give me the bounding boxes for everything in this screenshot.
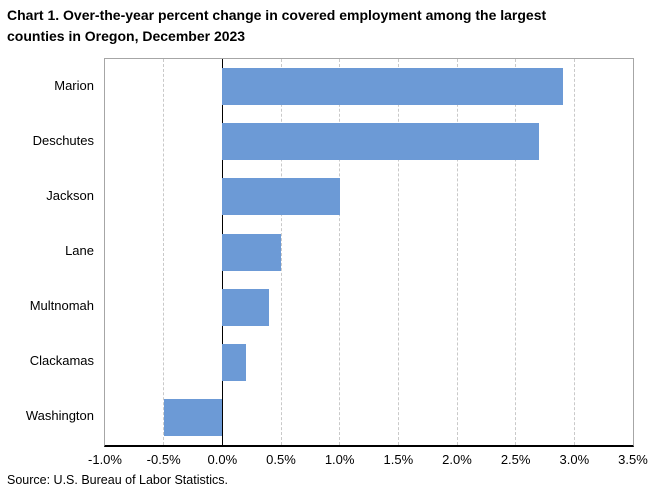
y-label-multnomah: Multnomah bbox=[29, 298, 94, 314]
gridline bbox=[280, 59, 282, 445]
gridline bbox=[573, 59, 575, 445]
x-tick-label--0-5-: -0.5% bbox=[146, 452, 181, 467]
bar-marion bbox=[222, 68, 563, 106]
gridline bbox=[339, 59, 341, 445]
gridline bbox=[163, 59, 165, 445]
chart-title-line1: Chart 1. Over-the-year percent change in… bbox=[7, 7, 547, 23]
y-label-washington: Washington bbox=[25, 408, 94, 424]
x-tick-label-2-5-: 2.5% bbox=[500, 452, 531, 467]
source-note: Source: U.S. Bureau of Labor Statistics. bbox=[7, 473, 228, 487]
x-tick-label-0-5-: 0.5% bbox=[266, 452, 296, 467]
bar-washington bbox=[163, 398, 223, 436]
gridline bbox=[456, 59, 458, 445]
chart-title: Chart 1. Over-the-year percent change in… bbox=[7, 5, 647, 47]
bar-deschutes bbox=[222, 123, 540, 161]
bar-jackson bbox=[222, 178, 340, 216]
x-tick-label-3-5-: 3.5% bbox=[618, 452, 648, 467]
y-label-deschutes: Deschutes bbox=[32, 132, 94, 148]
gridline bbox=[397, 59, 399, 445]
chart-title-line2: counties in Oregon, December 2023 bbox=[7, 28, 246, 44]
x-tick-label-3-0-: 3.0% bbox=[559, 452, 590, 467]
x-tick-label-1-0-: 1.0% bbox=[324, 452, 355, 467]
y-label-lane: Lane bbox=[65, 243, 94, 258]
x-tick-label--1-0-: -1.0% bbox=[88, 452, 122, 467]
x-tick-label-2-0-: 2.0% bbox=[442, 452, 472, 467]
x-tick-label-0-0-: 0.0% bbox=[207, 452, 238, 467]
gridline bbox=[515, 59, 517, 445]
bar-lane bbox=[222, 233, 281, 271]
y-label-marion: Marion bbox=[54, 77, 94, 93]
bar-multnomah bbox=[222, 288, 270, 326]
y-label-clackamas: Clackamas bbox=[29, 353, 94, 369]
y-label-jackson: Jackson bbox=[46, 187, 94, 203]
x-tick-label-1-5-: 1.5% bbox=[383, 452, 414, 467]
plot-area bbox=[104, 58, 634, 447]
bar-clackamas bbox=[222, 343, 246, 381]
